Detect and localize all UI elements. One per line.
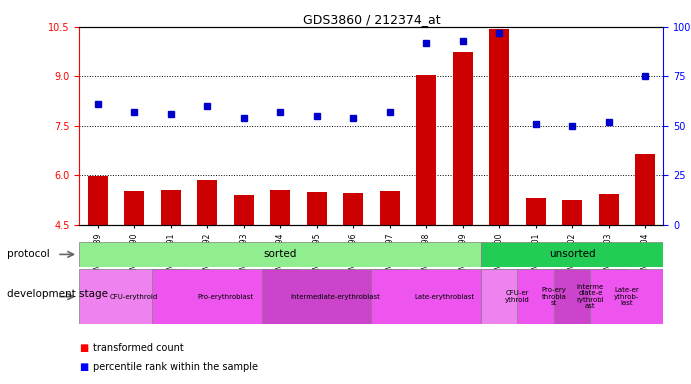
- Bar: [79, 269, 189, 324]
- Text: Intermediate-erythroblast: Intermediate-erythroblast: [290, 294, 380, 300]
- Bar: [79, 242, 481, 267]
- Bar: [161, 190, 181, 373]
- Bar: [453, 51, 473, 373]
- Bar: [635, 154, 655, 373]
- Text: protocol: protocol: [7, 249, 50, 259]
- Bar: [379, 191, 399, 373]
- Text: ■: ■: [79, 362, 88, 372]
- Text: development stage: development stage: [7, 289, 108, 299]
- Bar: [124, 191, 144, 373]
- Bar: [590, 269, 663, 324]
- Bar: [270, 190, 290, 373]
- Bar: [372, 269, 518, 324]
- Text: Late-erythroblast: Late-erythroblast: [415, 294, 475, 300]
- Bar: [518, 269, 590, 324]
- Bar: [481, 242, 663, 267]
- Bar: [481, 269, 554, 324]
- Bar: [562, 200, 582, 373]
- Bar: [234, 195, 254, 373]
- Bar: [197, 180, 217, 373]
- Bar: [489, 28, 509, 373]
- Bar: [88, 176, 108, 373]
- Bar: [307, 192, 327, 373]
- Bar: [526, 198, 546, 373]
- Text: transformed count: transformed count: [93, 343, 184, 353]
- Text: CFU-er
ythroid: CFU-er ythroid: [505, 290, 530, 303]
- Text: sorted: sorted: [263, 249, 297, 260]
- Bar: [554, 269, 627, 324]
- Text: Pro-erythroblast: Pro-erythroblast: [198, 294, 254, 300]
- Bar: [343, 193, 363, 373]
- Bar: [598, 194, 618, 373]
- Bar: [416, 74, 436, 373]
- Bar: [262, 269, 408, 324]
- Text: Interme
diate-e
rythrobl
ast: Interme diate-e rythrobl ast: [576, 284, 604, 310]
- Text: Late-er
ythrob-
last: Late-er ythrob- last: [614, 287, 639, 306]
- Text: Pro-ery
throbla
st: Pro-ery throbla st: [542, 287, 567, 306]
- Text: percentile rank within the sample: percentile rank within the sample: [93, 362, 258, 372]
- Title: GDS3860 / 212374_at: GDS3860 / 212374_at: [303, 13, 440, 26]
- Text: ■: ■: [79, 343, 88, 353]
- Text: unsorted: unsorted: [549, 249, 596, 260]
- Bar: [153, 269, 299, 324]
- Text: CFU-erythroid: CFU-erythroid: [110, 294, 158, 300]
